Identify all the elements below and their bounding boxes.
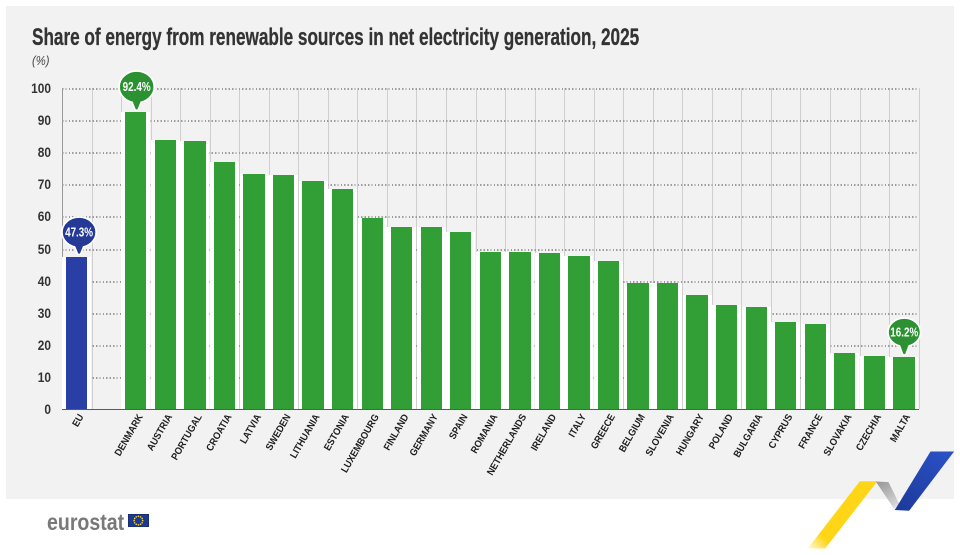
- svg-text:16.2%: 16.2%: [890, 327, 918, 340]
- svg-text:47.3%: 47.3%: [65, 226, 93, 239]
- svg-text:92.4%: 92.4%: [123, 81, 151, 94]
